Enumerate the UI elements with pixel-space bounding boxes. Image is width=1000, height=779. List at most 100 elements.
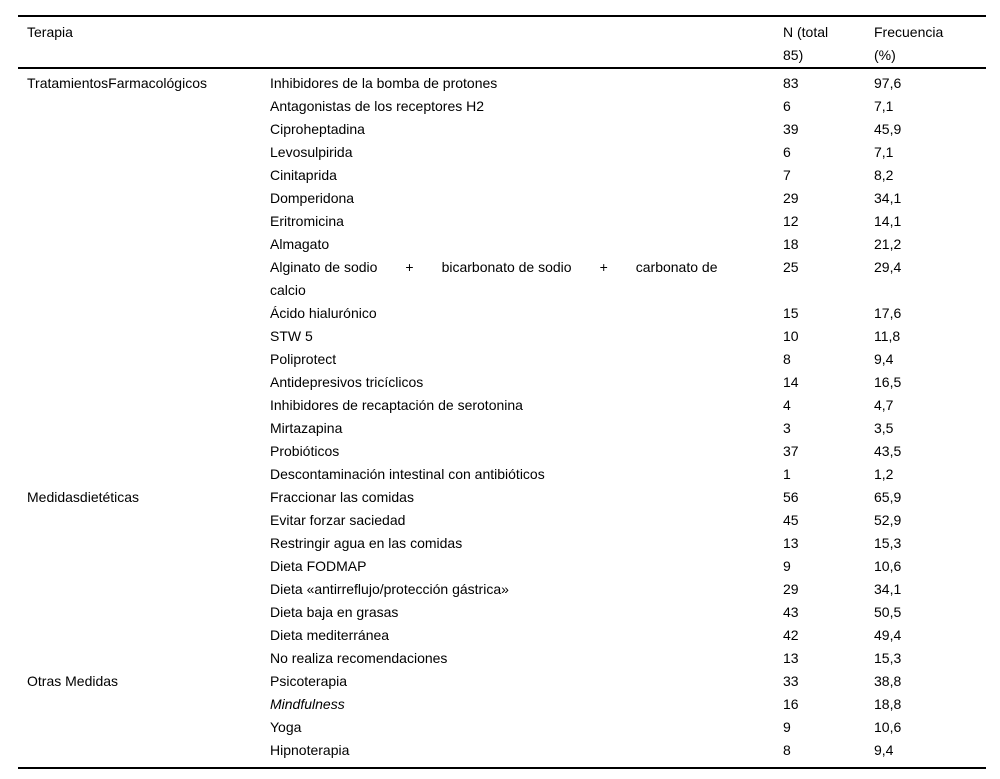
therapy-cell: Cinitaprida xyxy=(270,167,337,183)
n-cell: 33 xyxy=(783,673,799,689)
therapy-cell: Alginato de sodio + bicarbonato de sodio… xyxy=(270,259,718,298)
n-cell: 83 xyxy=(783,75,799,91)
table-row: Descontaminación intestinal con antibiót… xyxy=(18,463,986,486)
n-cell: 6 xyxy=(783,98,791,114)
n-cell: 13 xyxy=(783,535,799,551)
therapy-cell: Ácido hialurónico xyxy=(270,305,377,321)
freq-cell: 10,6 xyxy=(874,558,902,574)
table-row: Domperidona 29 34,1 xyxy=(18,187,986,210)
freq-cell: 10,6 xyxy=(874,719,902,735)
n-cell: 8 xyxy=(783,351,791,367)
table-row: Antagonistas de los receptores H2 6 7,1 xyxy=(18,95,986,118)
table-row: Inhibidores de recaptación de serotonina… xyxy=(18,394,986,417)
n-cell: 16 xyxy=(783,696,799,712)
table-row: Dieta baja en grasas 43 50,5 xyxy=(18,601,986,624)
freq-cell: 9,4 xyxy=(874,351,894,367)
n-cell: 9 xyxy=(783,719,791,735)
therapy-cell: Fraccionar las comidas xyxy=(270,489,414,505)
n-cell: 15 xyxy=(783,305,799,321)
freq-cell: 21,2 xyxy=(874,236,902,252)
table-row: Dieta «antirreflujo/protección gástrica»… xyxy=(18,578,986,601)
table-row: Otras Medidas Psicoterapia 33 38,8 xyxy=(18,670,986,693)
n-cell: 10 xyxy=(783,328,799,344)
therapy-cell: Inhibidores de la bomba de protones xyxy=(270,75,498,91)
group-label-tratamientos-farmacologicos: TratamientosFarmacológicos xyxy=(27,75,207,91)
therapy-cell: Dieta FODMAP xyxy=(270,558,367,574)
freq-cell: 8,2 xyxy=(874,167,894,183)
table-row: Antidepresivos tricíclicos 14 16,5 xyxy=(18,371,986,394)
therapy-table-container: Terapia N (total 85) Frecuencia (%) Trat… xyxy=(18,15,986,769)
therapy-cell: Mirtazapina xyxy=(270,420,343,436)
n-cell: 6 xyxy=(783,144,791,160)
n-cell: 9 xyxy=(783,558,791,574)
therapy-cell: Psicoterapia xyxy=(270,673,348,689)
group-label-medidas-dieteticas: Medidasdietéticas xyxy=(27,489,140,505)
therapy-cell: Yoga xyxy=(270,719,302,735)
n-cell: 12 xyxy=(783,213,799,229)
header-spacer xyxy=(270,15,783,69)
n-cell: 29 xyxy=(783,581,799,597)
freq-cell: 50,5 xyxy=(874,604,902,620)
table-row: Restringir agua en las comidas 13 15,3 xyxy=(18,532,986,555)
therapy-cell: Evitar forzar saciedad xyxy=(270,512,406,528)
header-row: Terapia N (total 85) Frecuencia (%) xyxy=(18,15,986,69)
freq-cell: 14,1 xyxy=(874,213,902,229)
freq-cell: 3,5 xyxy=(874,420,894,436)
freq-cell: 17,6 xyxy=(874,305,902,321)
therapy-cell: Dieta «antirreflujo/protección gástrica» xyxy=(270,581,509,597)
freq-cell: 65,9 xyxy=(874,489,902,505)
table-row: TratamientosFarmacológicos Inhibidores d… xyxy=(18,68,986,95)
therapy-cell: Mindfulness xyxy=(270,696,345,712)
table-row: Evitar forzar saciedad 45 52,9 xyxy=(18,509,986,532)
therapy-cell: Levosulpirida xyxy=(270,144,353,160)
table-row: No realiza recomendaciones 13 15,3 xyxy=(18,647,986,670)
therapy-cell: Antidepresivos tricíclicos xyxy=(270,374,424,390)
freq-cell: 97,6 xyxy=(874,75,902,91)
freq-cell: 18,8 xyxy=(874,696,902,712)
n-cell: 43 xyxy=(783,604,799,620)
freq-cell: 38,8 xyxy=(874,673,902,689)
n-cell: 56 xyxy=(783,489,799,505)
freq-cell: 34,1 xyxy=(874,581,902,597)
therapy-cell: Descontaminación intestinal con antibiót… xyxy=(270,466,545,482)
n-cell: 14 xyxy=(783,374,799,390)
therapy-cell: Antagonistas de los receptores H2 xyxy=(270,98,485,114)
n-cell: 42 xyxy=(783,627,799,643)
n-cell: 7 xyxy=(783,167,791,183)
therapy-cell: Almagato xyxy=(270,236,330,252)
header-terapia: Terapia xyxy=(18,15,270,69)
freq-cell: 4,7 xyxy=(874,397,894,413)
freq-cell: 15,3 xyxy=(874,535,902,551)
table-row: Ciproheptadina 39 45,9 xyxy=(18,118,986,141)
therapy-cell: Dieta baja en grasas xyxy=(270,604,399,620)
n-cell: 1 xyxy=(783,466,791,482)
n-cell: 45 xyxy=(783,512,799,528)
therapy-cell: Hipnoterapia xyxy=(270,742,350,758)
freq-cell: 15,3 xyxy=(874,650,902,666)
freq-cell: 43,5 xyxy=(874,443,902,459)
therapy-table: Terapia N (total 85) Frecuencia (%) Trat… xyxy=(18,15,986,769)
table-row: Almagato 18 21,2 xyxy=(18,233,986,256)
freq-cell: 52,9 xyxy=(874,512,902,528)
therapy-cell: Ciproheptadina xyxy=(270,121,365,137)
header-frecuencia: Frecuencia (%) xyxy=(874,15,986,69)
n-cell: 29 xyxy=(783,190,799,206)
table-row: Eritromicina 12 14,1 xyxy=(18,210,986,233)
table-row: Levosulpirida 6 7,1 xyxy=(18,141,986,164)
n-cell: 13 xyxy=(783,650,799,666)
freq-cell: 29,4 xyxy=(874,259,902,275)
n-cell: 25 xyxy=(783,259,799,275)
freq-cell: 45,9 xyxy=(874,121,902,137)
table-row: Cinitaprida 7 8,2 xyxy=(18,164,986,187)
n-cell: 18 xyxy=(783,236,799,252)
header-n-total: N (total 85) xyxy=(783,15,874,69)
therapy-cell: Dieta mediterránea xyxy=(270,627,390,643)
group-label-otras-medidas: Otras Medidas xyxy=(27,673,119,689)
therapy-cell: Domperidona xyxy=(270,190,355,206)
freq-cell: 7,1 xyxy=(874,144,894,160)
table-row: Probióticos 37 43,5 xyxy=(18,440,986,463)
freq-cell: 7,1 xyxy=(874,98,894,114)
table-row: Medidasdietéticas Fraccionar las comidas… xyxy=(18,486,986,509)
table-row: Mindfulness 16 18,8 xyxy=(18,693,986,716)
therapy-cell: Probióticos xyxy=(270,443,340,459)
